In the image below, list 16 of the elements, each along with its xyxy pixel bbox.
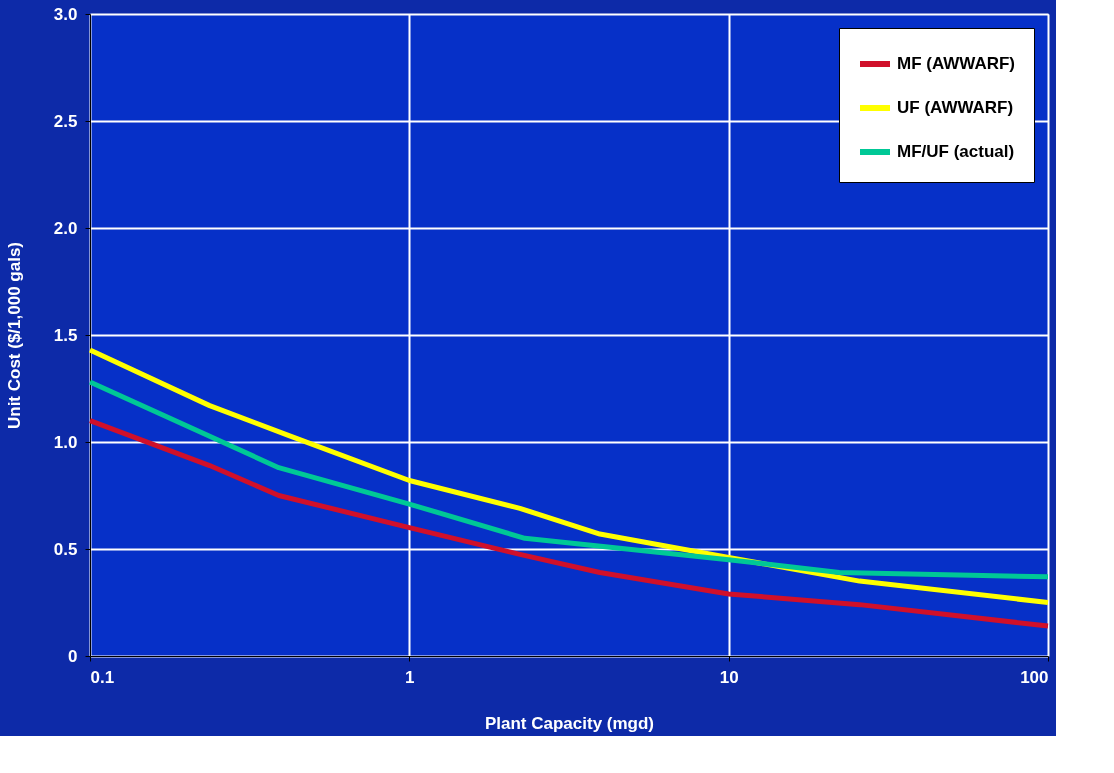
x-tick-label: 0.1 [90,667,115,687]
legend-label: MF (AWWARF) [897,54,1016,73]
x-tick-label: 10 [719,667,739,687]
y-tick-label: 1.5 [53,325,78,345]
y-axis-title: Unit Cost ($/1,000 gals) [4,241,24,430]
x-tick-label: 1 [405,667,415,687]
legend-label: MF/UF (actual) [897,142,1015,161]
y-tick-label: 3.0 [53,4,78,24]
y-tick-label: 2.5 [53,111,78,131]
x-tick-label: 100 [1020,667,1049,687]
y-tick-label: 2.0 [53,218,78,238]
y-tick-label: 0 [68,646,78,666]
y-tick-label: 0.5 [53,539,78,559]
x-axis-title: Plant Capacity (mgd) [484,713,655,733]
legend-label: UF (AWWARF) [897,98,1014,117]
y-tick-label: 1.0 [53,432,78,452]
